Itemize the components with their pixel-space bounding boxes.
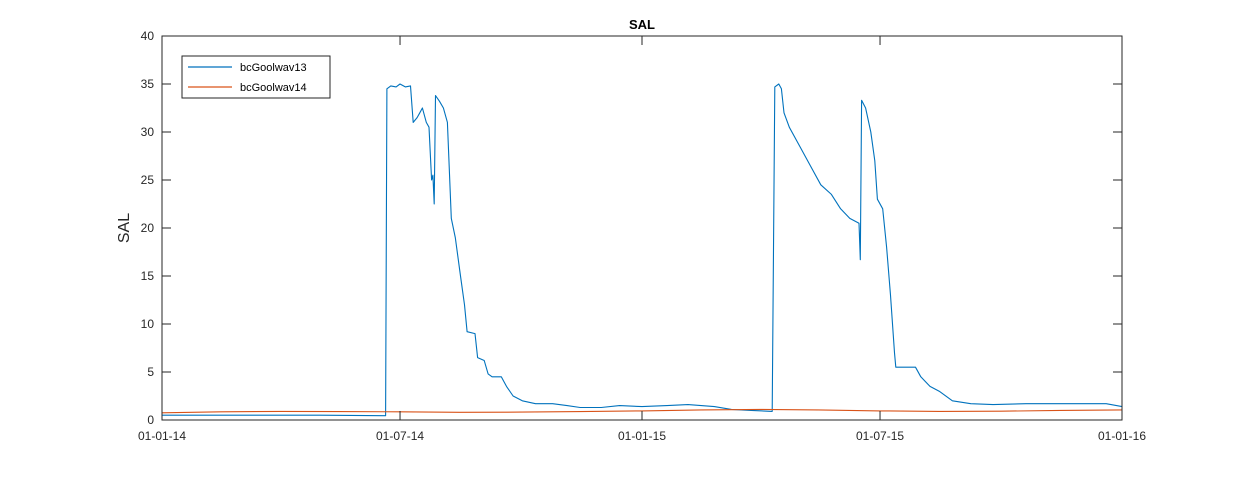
- legend: bcGoolwav13 bcGoolwav14: [181, 55, 331, 99]
- legend-label-bcgoolwav13: bcGoolwav13: [240, 62, 307, 74]
- legend-label-bcgoolwav14: bcGoolwav14: [240, 82, 307, 94]
- y-tick-label: 35: [141, 77, 155, 91]
- y-tick-label: 5: [147, 365, 154, 379]
- x-axis: 01-01-14 01-07-14 01-01-15 01-07-15 01-01-16: [138, 36, 1146, 443]
- x-tick-label: 01-07-14: [376, 429, 424, 443]
- x-tick-label: 01-01-16: [1098, 429, 1146, 443]
- y-tick-label: 40: [141, 29, 155, 43]
- legend-box: [181, 55, 331, 99]
- chart-title: SAL: [629, 17, 655, 32]
- y-tick-label: 10: [141, 317, 155, 331]
- y-tick-label: 0: [147, 413, 154, 427]
- x-tick-label: 01-07-15: [856, 429, 904, 443]
- plot-area: [162, 36, 1122, 420]
- y-tick-label: 30: [141, 125, 155, 139]
- x-tick-label: 01-01-15: [618, 429, 666, 443]
- y-tick-label: 15: [141, 269, 155, 283]
- series-line-bcgoolwav14: [161, 408, 1123, 414]
- series-line-bcgoolwav13: [162, 83, 1123, 417]
- series-layer: [161, 83, 1123, 417]
- y-tick-label: 20: [141, 221, 155, 235]
- y-axis: 0 5 10 15 20 25 30 35 40: [141, 29, 1122, 427]
- y-axis-label: SAL: [116, 213, 133, 243]
- x-tick-label: 01-01-14: [138, 429, 186, 443]
- y-tick-label: 25: [141, 173, 155, 187]
